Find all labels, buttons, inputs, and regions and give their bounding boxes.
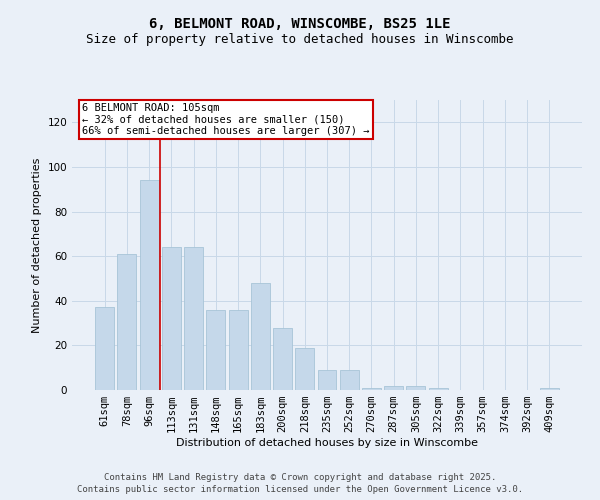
Bar	[184, 247, 203, 390]
Bar	[362, 388, 381, 390]
Text: Contains HM Land Registry data © Crown copyright and database right 2025.
Contai: Contains HM Land Registry data © Crown c…	[77, 472, 523, 494]
Bar	[229, 310, 248, 390]
Bar	[162, 247, 181, 390]
Text: 6 BELMONT ROAD: 105sqm
← 32% of detached houses are smaller (150)
66% of semi-de: 6 BELMONT ROAD: 105sqm ← 32% of detached…	[82, 103, 370, 136]
Bar	[140, 180, 158, 390]
Bar	[206, 310, 225, 390]
Text: Size of property relative to detached houses in Winscombe: Size of property relative to detached ho…	[86, 32, 514, 46]
Bar	[295, 348, 314, 390]
X-axis label: Distribution of detached houses by size in Winscombe: Distribution of detached houses by size …	[176, 438, 478, 448]
Bar	[340, 370, 359, 390]
Bar	[406, 386, 425, 390]
Text: 6, BELMONT ROAD, WINSCOMBE, BS25 1LE: 6, BELMONT ROAD, WINSCOMBE, BS25 1LE	[149, 18, 451, 32]
Bar	[317, 370, 337, 390]
Bar	[540, 388, 559, 390]
Bar	[273, 328, 292, 390]
Bar	[384, 386, 403, 390]
Y-axis label: Number of detached properties: Number of detached properties	[32, 158, 42, 332]
Bar	[251, 283, 270, 390]
Bar	[95, 308, 114, 390]
Bar	[429, 388, 448, 390]
Bar	[118, 254, 136, 390]
